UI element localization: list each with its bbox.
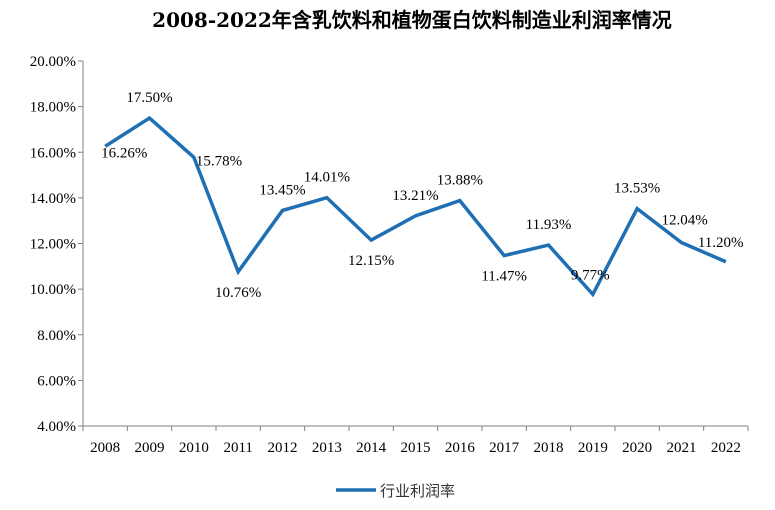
x-tick-label: 2008 [90,440,120,456]
x-tick-label: 2012 [268,440,298,456]
x-tick-label: 2013 [312,440,342,456]
x-tick-label: 2009 [135,440,165,456]
x-tick-label: 2016 [445,440,476,456]
x-tick-label: 2011 [223,440,252,456]
series-group [104,115,727,298]
data-label: 17.50% [126,90,172,106]
data-label: 12.04% [662,213,708,229]
y-tick-label: 20.00% [30,54,76,70]
x-tick-label: 2014 [356,440,387,456]
data-label: 13.53% [614,181,660,197]
data-label: 13.45% [259,182,305,198]
data-label: 9.77% [571,267,610,283]
y-tick-label: 4.00% [37,419,76,435]
data-label: 11.93% [526,217,572,233]
data-label: 11.20% [698,235,744,251]
x-tick-label: 2018 [534,440,564,456]
data-label: 16.26% [101,145,147,161]
y-tick-label: 12.00% [30,237,76,253]
legend-label: 行业利润率 [380,482,455,500]
x-tick-label: 2021 [667,440,697,456]
x-axis-ticks: 2008 2009 2010 2011 2012 2013 2014 2015 2016 2017… [82,426,749,456]
x-tick-label: 2010 [179,440,209,456]
legend: 行业利润率 [336,482,455,500]
data-label: 13.88% [437,173,483,189]
x-tick-label: 2015 [401,440,431,456]
x-tick-label: 2019 [578,440,608,456]
y-tick-label: 16.00% [30,145,76,161]
x-tick-label: 2020 [622,440,652,456]
data-label: 10.76% [215,285,261,301]
y-tick-label: 8.00% [37,328,76,344]
y-tick-label: 6.00% [37,373,76,389]
y-tick-label: 14.00% [30,191,76,207]
data-label: 12.15% [348,253,394,269]
y-tick-label: 18.00% [30,100,76,116]
data-labels: 16.26% 17.50% 15.78% 10.76% 13.45%14.01% 12.1… [101,90,743,301]
series-line [104,115,727,298]
y-tick-label: 10.00% [30,282,76,298]
data-label: 13.21% [392,188,438,204]
chart-title: 2008-2022年含乳饮料和植物蛋白饮料制造业利润率情况 [152,8,672,32]
data-label: 14.01% [304,170,350,186]
x-tick-label: 2022 [711,440,741,456]
axes [82,61,748,427]
data-label: 15.78% [196,153,242,169]
data-label: 11.47% [481,269,527,285]
x-tick-label: 2017 [489,440,520,456]
y-axis-ticks: 4.00% 6.00% 8.00% 10.00% 12.00% 14.00% 16.00% 1… [30,54,83,435]
